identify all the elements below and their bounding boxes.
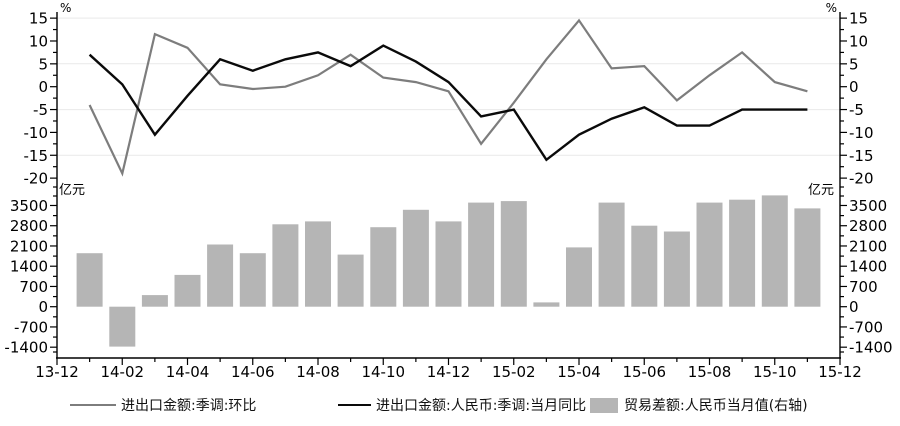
- legend-item-mom-line: 进出口金额:季调:环比: [70, 392, 256, 418]
- svg-text:700: 700: [849, 278, 878, 296]
- svg-text:0: 0: [38, 298, 48, 316]
- svg-text:2800: 2800: [849, 217, 887, 235]
- svg-text:0: 0: [38, 78, 48, 96]
- svg-text:5: 5: [38, 55, 48, 73]
- svg-text:2100: 2100: [849, 237, 887, 255]
- svg-text:%: %: [826, 1, 837, 15]
- chart-canvas: 15 15 10 10 5 5 0 0 -5 -5 -10 -10 -15 -15 -20 -20 3500 35…: [4, 1, 892, 381]
- svg-text:10: 10: [29, 32, 48, 50]
- legend-item-trade-balance-bar: 贸易差额:人民币当月值(右轴): [590, 392, 808, 418]
- svg-text:-1400: -1400: [4, 339, 48, 357]
- y-axis-ticks-labels: 15 15 10 10 5 5 0 0 -5 -5 -10 -10 -15 -15 -20 -20 3500 35…: [4, 10, 892, 357]
- legend-label-trade-balance: 贸易差额:人民币当月值(右轴): [624, 398, 808, 414]
- svg-text:-20: -20: [849, 170, 874, 188]
- bar-swatch: [590, 397, 618, 413]
- svg-text:15-08: 15-08: [688, 363, 732, 381]
- legend-label-mom: 进出口金额:季调:环比: [121, 398, 257, 414]
- svg-text:15-12: 15-12: [818, 363, 862, 381]
- svg-text:14-06: 14-06: [231, 363, 275, 381]
- svg-text:5: 5: [849, 55, 859, 73]
- svg-text:-15: -15: [24, 147, 49, 165]
- svg-text:2100: 2100: [10, 237, 48, 255]
- black-line-swatch: [338, 404, 371, 406]
- gray-line-swatch: [70, 404, 116, 406]
- svg-text:0: 0: [849, 78, 859, 96]
- svg-text:14-12: 14-12: [427, 363, 471, 381]
- svg-text:700: 700: [19, 278, 48, 296]
- svg-text:-700: -700: [849, 318, 883, 336]
- svg-text:14-04: 14-04: [166, 363, 210, 381]
- svg-text:14-08: 14-08: [296, 363, 340, 381]
- trade-combo-chart: 15 15 10 10 5 5 0 0 -5 -5 -10 -10 -15 -15 -20 -20 3500 35…: [4, 1, 892, 381]
- svg-text:15-02: 15-02: [492, 363, 536, 381]
- svg-text:1400: 1400: [10, 258, 48, 276]
- axis-unit-labels: % % 亿元 亿元: [59, 1, 837, 198]
- svg-text:亿元: 亿元: [808, 183, 834, 198]
- legend-label-yoy: 进出口金额:人民币:季调:当月同比: [376, 398, 587, 414]
- svg-text:%: %: [60, 1, 71, 15]
- svg-text:14-10: 14-10: [361, 363, 405, 381]
- svg-text:-5: -5: [33, 101, 48, 119]
- svg-text:2800: 2800: [10, 217, 48, 235]
- svg-text:-10: -10: [849, 124, 874, 142]
- x-axis-ticks-labels: 13-12 14-02 14-04 14-06 14-08 14-10 14-12 15-02…: [35, 358, 862, 381]
- svg-text:-15: -15: [849, 147, 874, 165]
- svg-text:3500: 3500: [10, 197, 48, 215]
- svg-text:-1400: -1400: [849, 339, 893, 357]
- trade-balance-bars: [76, 195, 821, 347]
- svg-text:15-10: 15-10: [753, 363, 797, 381]
- top-panel-gridlines: [57, 17, 840, 156]
- svg-text:15-04: 15-04: [557, 363, 601, 381]
- svg-text:13-12: 13-12: [35, 363, 79, 381]
- yoy-line-series: [88, 44, 808, 162]
- chart-legend: 进出口金额:季调:环比 进出口金额:人民币:季调:当月同比 贸易差额:人民币当月…: [0, 392, 900, 424]
- svg-text:1400: 1400: [849, 258, 887, 276]
- svg-text:15-06: 15-06: [622, 363, 666, 381]
- svg-text:3500: 3500: [849, 197, 887, 215]
- svg-text:0: 0: [849, 298, 859, 316]
- svg-text:亿元: 亿元: [59, 183, 85, 198]
- svg-text:-5: -5: [849, 101, 864, 119]
- svg-text:-700: -700: [14, 318, 48, 336]
- svg-text:15: 15: [29, 10, 48, 28]
- mom-line-series: [88, 18, 808, 177]
- svg-text:14-02: 14-02: [100, 363, 144, 381]
- svg-text:-20: -20: [24, 170, 49, 188]
- svg-text:10: 10: [849, 32, 868, 50]
- legend-item-yoy-line: 进出口金额:人民币:季调:当月同比: [338, 392, 586, 418]
- svg-text:-10: -10: [24, 124, 49, 142]
- svg-text:15: 15: [849, 10, 868, 28]
